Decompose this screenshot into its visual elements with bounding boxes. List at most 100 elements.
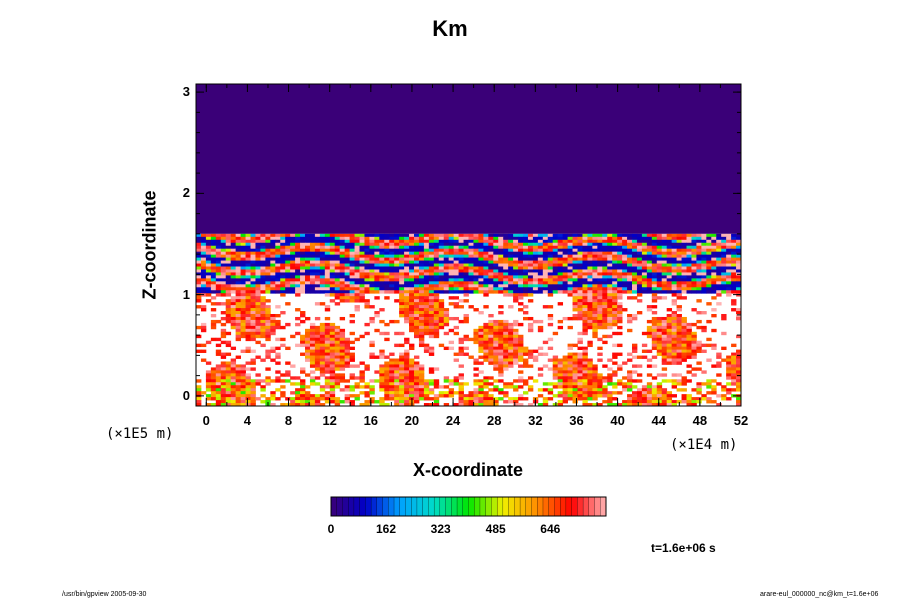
heatmap-cell [418, 290, 425, 294]
heatmap-cell [240, 236, 246, 241]
heatmap-cell [681, 248, 687, 253]
heatmap-cell [225, 379, 232, 383]
heatmap-cell [607, 254, 613, 259]
heatmap-cell [503, 242, 509, 247]
heatmap-cell [532, 349, 539, 353]
heatmap-cell [706, 254, 712, 259]
heatmap-cell [666, 355, 673, 359]
heatmap-cell [478, 379, 484, 383]
heatmap-cell [220, 397, 227, 401]
heatmap-cell [384, 260, 390, 264]
heatmap-cell [443, 266, 450, 270]
heatmap-cell [250, 257, 256, 261]
heatmap-cell [493, 278, 499, 282]
heatmap-cell [220, 334, 227, 339]
heatmap-cell [399, 257, 405, 261]
heatmap-cell [478, 403, 484, 406]
heatmap-cell [736, 361, 741, 365]
heatmap-cell [721, 266, 727, 270]
heatmap-cell [379, 281, 385, 285]
heatmap-cell [503, 352, 509, 356]
heatmap-cell [220, 275, 227, 279]
heatmap-cell [671, 293, 677, 297]
heatmap-cell [285, 260, 291, 264]
heatmap-cell [582, 316, 588, 321]
heatmap-cell [577, 316, 583, 321]
heatmap-cell [414, 385, 420, 389]
heatmap-cell [681, 388, 687, 392]
heatmap-cell [389, 364, 395, 368]
heatmap-cell [245, 233, 251, 238]
heatmap-cell [384, 379, 390, 383]
heatmap-cell [627, 242, 633, 247]
heatmap-cell [493, 346, 499, 351]
heatmap-cell [503, 272, 509, 276]
heatmap-cell [418, 385, 425, 389]
heatmap-cell [503, 260, 509, 264]
heatmap-cell [433, 385, 440, 389]
heatmap-cell [646, 248, 653, 253]
heatmap-cell [468, 269, 474, 273]
heatmap-cell [220, 254, 227, 259]
heatmap-cell [220, 394, 227, 398]
heatmap-cell [334, 343, 341, 348]
heatmap-cell [736, 248, 741, 253]
heatmap-cell [562, 233, 568, 238]
heatmap-cell [319, 266, 326, 270]
chart-title: Km [432, 16, 468, 41]
colorbar-segment [370, 496, 378, 517]
heatmap-cell [290, 403, 296, 406]
heatmap-cell [508, 305, 514, 309]
heatmap-cell [686, 272, 692, 276]
heatmap-cell [225, 236, 232, 241]
heatmap-cell [636, 242, 643, 247]
heatmap-cell [349, 373, 355, 377]
heatmap-cell [364, 394, 370, 398]
heatmap-cell [295, 233, 301, 238]
heatmap-cell [716, 278, 722, 282]
heatmap-cell [686, 400, 692, 404]
heatmap-cell [196, 251, 202, 256]
heatmap-cell [210, 236, 217, 241]
heatmap-cell [448, 287, 455, 291]
heatmap-cell [557, 248, 564, 253]
heatmap-cell [513, 275, 519, 279]
heatmap-cell [726, 269, 732, 273]
heatmap-cell [260, 248, 266, 253]
heatmap-cell [423, 325, 430, 330]
heatmap-cell [364, 322, 370, 327]
heatmap-cell [498, 245, 504, 250]
heatmap-cell [409, 236, 415, 241]
heatmap-cell [498, 260, 504, 264]
heatmap-cell [423, 346, 430, 351]
heatmap-cell [344, 355, 350, 359]
heatmap-cell [389, 251, 395, 256]
heatmap-cell [582, 269, 588, 273]
heatmap-cell [656, 325, 663, 330]
heatmap-cell [592, 305, 598, 309]
heatmap-cell [651, 287, 658, 291]
heatmap-cell [220, 403, 227, 406]
heatmap-cell [265, 308, 271, 312]
heatmap-cell [314, 337, 321, 342]
heatmap-cell [255, 251, 261, 256]
heatmap-cell [280, 385, 286, 389]
heatmap-cell [557, 373, 564, 377]
heatmap-cell [661, 334, 668, 339]
heatmap-cell [389, 370, 395, 374]
heatmap-cell [622, 245, 628, 250]
heatmap-cell [661, 236, 668, 241]
heatmap-cell [205, 236, 212, 241]
y-tick-label: 1 [182, 286, 190, 302]
heatmap-cell [473, 266, 479, 270]
heatmap-cell [210, 382, 217, 386]
heatmap-cell [324, 275, 331, 279]
heatmap-cell [557, 269, 564, 273]
heatmap-cell [250, 293, 256, 297]
heatmap-cell [255, 275, 261, 279]
heatmap-cell [389, 385, 395, 389]
heatmap-cell [686, 397, 692, 401]
heatmap-cell [369, 269, 375, 273]
heatmap-cell [399, 379, 405, 383]
heatmap-cell [498, 358, 504, 362]
